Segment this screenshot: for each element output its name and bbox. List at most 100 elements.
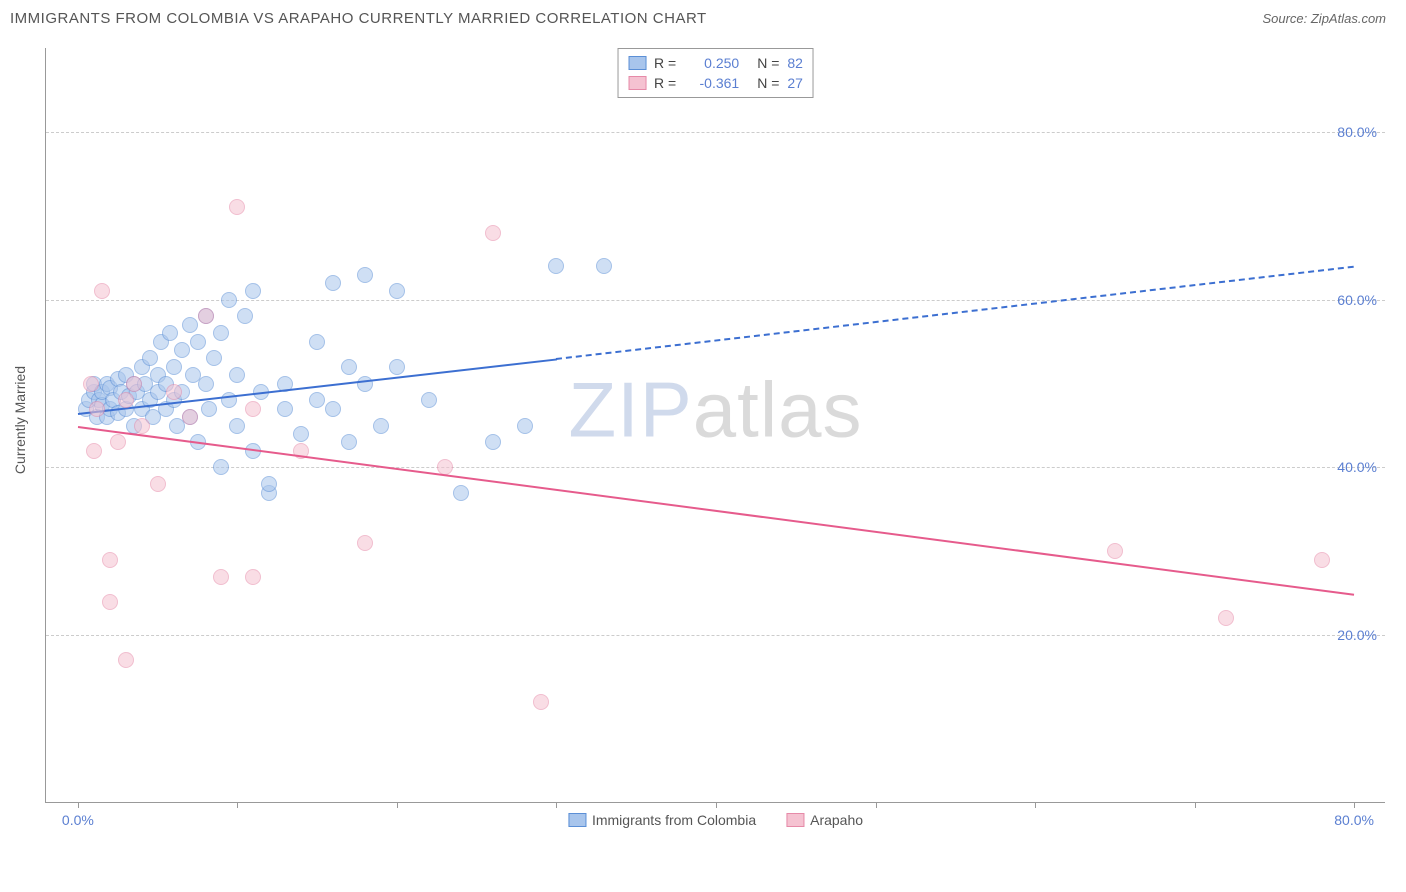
legend-swatch <box>628 76 646 90</box>
data-point <box>166 384 182 400</box>
legend-swatch <box>786 813 804 827</box>
data-point <box>150 476 166 492</box>
data-point <box>221 292 237 308</box>
data-point <box>389 359 405 375</box>
data-point <box>126 376 142 392</box>
trend-line <box>78 426 1354 596</box>
data-point <box>89 401 105 417</box>
x-tick <box>78 802 79 808</box>
legend-item: Arapaho <box>786 812 863 828</box>
data-point <box>110 434 126 450</box>
legend-r-label: R = <box>654 55 676 71</box>
data-point <box>325 401 341 417</box>
data-point <box>102 552 118 568</box>
data-point <box>341 434 357 450</box>
y-tick-label: 40.0% <box>1337 459 1377 475</box>
legend-label: Arapaho <box>810 812 863 828</box>
data-point <box>245 283 261 299</box>
x-tick <box>716 802 717 808</box>
data-point <box>229 199 245 215</box>
data-point <box>596 258 612 274</box>
data-point <box>213 325 229 341</box>
legend-swatch <box>628 56 646 70</box>
legend-item: Immigrants from Colombia <box>568 812 756 828</box>
data-point <box>118 392 134 408</box>
gridline <box>46 635 1385 636</box>
data-point <box>94 283 110 299</box>
data-point <box>198 308 214 324</box>
data-point <box>517 418 533 434</box>
x-tick <box>237 802 238 808</box>
data-point <box>389 283 405 299</box>
legend-row: R = -0.361 N = 27 <box>628 73 803 93</box>
data-point <box>309 334 325 350</box>
data-point <box>357 535 373 551</box>
x-tick <box>1035 802 1036 808</box>
data-point <box>118 652 134 668</box>
data-point <box>134 418 150 434</box>
legend-n-label: N = <box>757 55 779 71</box>
data-point <box>162 325 178 341</box>
legend-n-value: 27 <box>787 75 803 91</box>
legend-n-label: N = <box>757 75 779 91</box>
data-point <box>1218 610 1234 626</box>
x-tick <box>876 802 877 808</box>
data-point <box>325 275 341 291</box>
data-point <box>174 342 190 358</box>
x-tick <box>1354 802 1355 808</box>
data-point <box>198 376 214 392</box>
data-point <box>229 367 245 383</box>
data-point <box>190 334 206 350</box>
data-point <box>373 418 389 434</box>
data-point <box>1314 552 1330 568</box>
data-point <box>86 443 102 459</box>
data-point <box>206 350 222 366</box>
data-point <box>102 594 118 610</box>
data-point <box>83 376 99 392</box>
legend-n-value: 82 <box>787 55 803 71</box>
trend-line <box>556 266 1354 360</box>
data-point <box>182 409 198 425</box>
data-point <box>309 392 325 408</box>
data-point <box>261 476 277 492</box>
legend-r-label: R = <box>654 75 676 91</box>
legend-swatch <box>568 813 586 827</box>
data-point <box>357 267 373 283</box>
source-attribution: Source: ZipAtlas.com <box>1262 11 1386 26</box>
legend-label: Immigrants from Colombia <box>592 812 756 828</box>
x-tick-label: 80.0% <box>1334 812 1374 828</box>
correlation-legend: R = 0.250 N = 82 R = -0.361 N = 27 <box>617 48 814 98</box>
data-point <box>533 694 549 710</box>
data-point <box>293 426 309 442</box>
data-point <box>277 401 293 417</box>
data-point <box>453 485 469 501</box>
gridline <box>46 467 1385 468</box>
x-tick <box>397 802 398 808</box>
data-point <box>485 225 501 241</box>
x-tick <box>1195 802 1196 808</box>
legend-r-value: 0.250 <box>684 55 739 71</box>
watermark: ZIPatlas <box>568 364 862 455</box>
data-point <box>182 317 198 333</box>
data-point <box>229 418 245 434</box>
data-point <box>245 401 261 417</box>
data-point <box>357 376 373 392</box>
data-point <box>421 392 437 408</box>
x-tick <box>556 802 557 808</box>
data-point <box>1107 543 1123 559</box>
data-point <box>166 359 182 375</box>
y-axis-label: Currently Married <box>12 366 28 474</box>
data-point <box>142 350 158 366</box>
data-point <box>341 359 357 375</box>
data-point <box>213 569 229 585</box>
data-point <box>201 401 217 417</box>
data-point <box>237 308 253 324</box>
scatter-plot-area: ZIPatlas R =0.250N =82R =-0.361N =27 Imm… <box>45 48 1385 803</box>
x-tick-label: 0.0% <box>62 812 94 828</box>
y-tick-label: 80.0% <box>1337 124 1377 140</box>
legend-r-value: -0.361 <box>684 75 739 91</box>
y-tick-label: 60.0% <box>1337 292 1377 308</box>
gridline <box>46 132 1385 133</box>
data-point <box>548 258 564 274</box>
page-title: IMMIGRANTS FROM COLOMBIA VS ARAPAHO CURR… <box>10 10 707 27</box>
